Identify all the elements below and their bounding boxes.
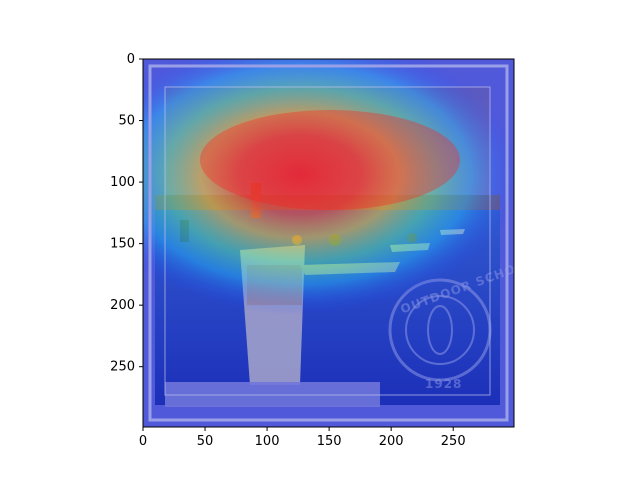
axes-frame xyxy=(142,58,515,428)
x-tick-label: 100 xyxy=(255,434,280,449)
heat-hotspot xyxy=(200,110,460,210)
x-tick-label: 200 xyxy=(379,434,404,449)
inner-frame-outer xyxy=(148,64,509,422)
x-tick-label: 250 xyxy=(441,434,466,449)
y-tick-label: 150 xyxy=(110,237,135,252)
watermark-bottom: 1928 xyxy=(425,377,462,391)
y-tick-label: 250 xyxy=(110,360,135,375)
y-tick-label: 200 xyxy=(110,298,135,313)
y-tick-label: 50 xyxy=(118,114,135,129)
x-tick-label: 50 xyxy=(197,434,214,449)
x-tick-label: 150 xyxy=(317,434,342,449)
y-tick-label: 0 xyxy=(127,52,135,67)
x-axis: 0 50 100 150 200 250 xyxy=(139,427,466,449)
y-tick-label: 100 xyxy=(110,175,135,190)
x-tick-label: 0 xyxy=(139,434,147,449)
heatmap-image: OUTDOOR SCHOOL 1928 xyxy=(143,59,514,427)
y-axis: 0 50 100 150 200 250 xyxy=(110,52,143,375)
inner-frame-inner xyxy=(164,86,491,396)
heat-outer xyxy=(143,59,514,315)
